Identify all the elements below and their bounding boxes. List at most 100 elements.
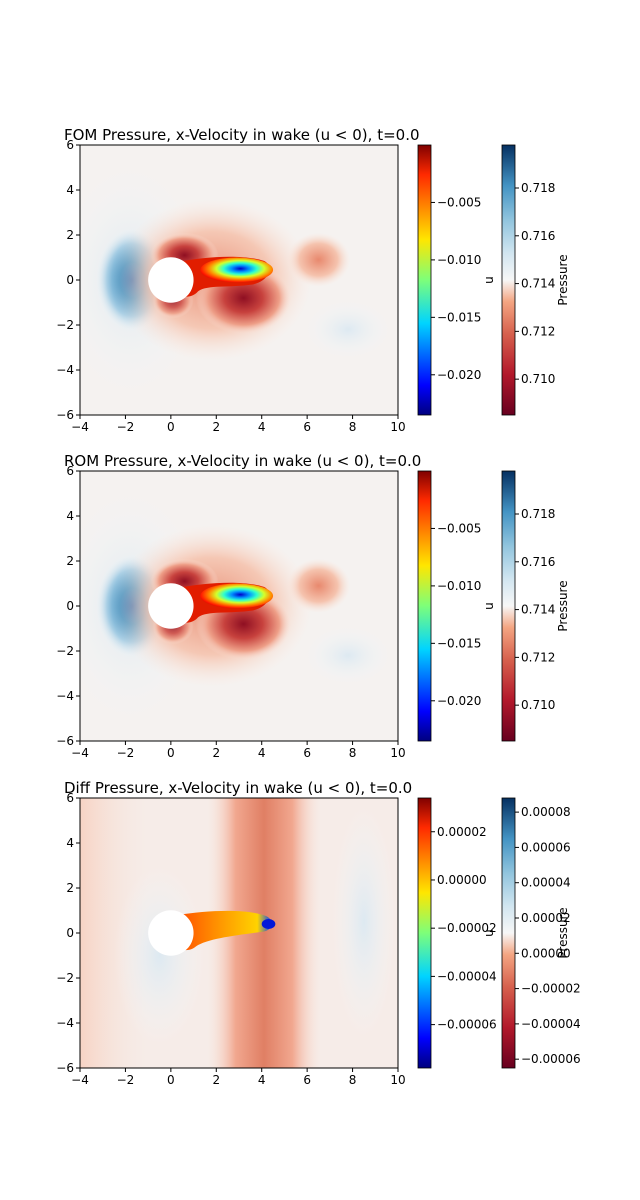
colorbar-tick-label: −0.015 (437, 636, 481, 650)
colorbar-tick-label: −0.010 (437, 579, 481, 593)
far-wake-region (286, 558, 351, 613)
colorbar-label: Pressure (556, 254, 570, 305)
colorbar-u: −0.005 −0.010 −0.015 −0.020 u (417, 144, 496, 416)
colorbar-tick-label: 0.00000 (521, 946, 571, 960)
colorbar-tick-label: −0.00002 (521, 982, 581, 996)
x-tick-label: 4 (258, 746, 266, 760)
colorbar-tick-label: −0.015 (437, 310, 481, 324)
y-tick-label: −2 (56, 318, 74, 332)
colorbar-label: u (482, 602, 496, 610)
colorbar-tick-label: −0.00006 (521, 1052, 581, 1066)
colorbar-tick-label: 0.00004 (521, 876, 571, 890)
x-tick-label: 8 (349, 746, 357, 760)
wake-core (261, 919, 276, 929)
colorbar-tick-label: 0.714 (521, 277, 555, 291)
colorbar-tick-label: 0.716 (521, 229, 555, 243)
x-tick-label: 0 (167, 1073, 175, 1087)
colorbar-frame (417, 470, 432, 742)
wake-core (200, 257, 274, 283)
colorbar-frame (417, 797, 432, 1069)
cylinder (148, 257, 194, 303)
colorbar-label: Pressure (556, 907, 570, 958)
negative-u-wake (175, 910, 272, 951)
x-tick-label: 8 (349, 420, 357, 434)
colorbar-gradient (502, 145, 515, 415)
colorbar-pressure: 0.718 0.716 0.714 0.712 0.710 Pressure (501, 144, 570, 416)
y-tick-label: 0 (66, 926, 74, 940)
colorbar-tick-label: 0.714 (521, 603, 555, 617)
colorbar-tick-label: −0.010 (437, 253, 481, 267)
x-tick-label: 2 (212, 746, 220, 760)
colorbar-frame (417, 144, 432, 416)
left-light-band (114, 865, 205, 1046)
x-tick-label: 0 (167, 746, 175, 760)
pressure-field (80, 471, 398, 741)
far-wake-light-region (304, 626, 392, 685)
x-tick-label: 4 (258, 1073, 266, 1087)
y-tick-label: 6 (66, 464, 74, 478)
y-tick-label: −4 (56, 689, 74, 703)
y-tick-label: 6 (66, 138, 74, 152)
far-wake-light-region (304, 300, 392, 359)
colorbar-gradient (502, 471, 515, 741)
colorbar-gradient (502, 798, 515, 1068)
colorbar-tick-label: −0.00004 (437, 969, 497, 983)
x-tick-label: −4 (71, 420, 89, 434)
colorbar-tick-label: 0.718 (521, 181, 555, 195)
chart-panel-2: ROM Pressure, x-Velocity in wake (u < 0)… (56, 452, 570, 760)
x-tick-label: 0 (167, 420, 175, 434)
x-tick-label: 10 (390, 420, 405, 434)
colorbar-tick-label: 0.712 (521, 324, 555, 338)
y-tick-label: 4 (66, 836, 74, 850)
y-tick-label: −6 (56, 1061, 74, 1075)
colorbar-tick-label: 0.718 (521, 507, 555, 521)
y-tick-label: 6 (66, 791, 74, 805)
y-tick-label: −6 (56, 734, 74, 748)
pressure-field (80, 145, 398, 415)
right-light-band (332, 804, 396, 1039)
colorbar-gradient (418, 798, 431, 1068)
colorbar-tick-label: −0.020 (437, 368, 481, 382)
colorbar-pressure: 0.718 0.716 0.714 0.712 0.710 Pressure (501, 470, 570, 742)
colorbar-frame (501, 470, 516, 742)
colorbar-label: Pressure (556, 580, 570, 631)
colorbar-tick-label: −0.00004 (521, 1017, 581, 1031)
y-tick-label: −2 (56, 971, 74, 985)
colorbar-frame (501, 797, 516, 1069)
colorbar-tick-label: 0.712 (521, 650, 555, 664)
colorbar-tick-label: 0.00008 (521, 805, 571, 819)
colorbar-pressure: 0.00008 0.00006 0.00004 0.00002 0.00000 −0.00… (501, 797, 581, 1069)
wake-core (200, 583, 274, 609)
colorbar-tick-label: −0.00002 (437, 921, 497, 935)
y-tick-label: −4 (56, 363, 74, 377)
colorbar-gradient (418, 145, 431, 415)
colorbar-frame (501, 144, 516, 416)
y-tick-label: 4 (66, 509, 74, 523)
colorbar-tick-label: 0.00006 (521, 840, 571, 854)
y-tick-label: 2 (66, 881, 74, 895)
cylinder (148, 910, 194, 956)
y-tick-label: −2 (56, 644, 74, 658)
colorbar-tick-label: 0.710 (521, 372, 555, 386)
pressure-field (80, 798, 398, 1068)
y-tick-label: 0 (66, 599, 74, 613)
x-tick-label: 6 (303, 746, 311, 760)
colorbar-tick-label: −0.005 (437, 521, 481, 535)
colorbar-tick-label: −0.00006 (437, 1018, 497, 1032)
colorbar-tick-label: −0.020 (437, 694, 481, 708)
x-tick-label: 2 (212, 420, 220, 434)
colorbar-label: u (482, 276, 496, 284)
colorbar-tick-label: 0.00002 (437, 825, 487, 839)
x-tick-label: 8 (349, 1073, 357, 1087)
colorbar-label: u (482, 929, 496, 937)
chart-title: Diff Pressure, x-Velocity in wake (u < 0… (64, 779, 412, 797)
colorbar-gradient (418, 471, 431, 741)
x-tick-label: −4 (71, 1073, 89, 1087)
x-tick-label: 6 (303, 1073, 311, 1087)
y-tick-label: 2 (66, 554, 74, 568)
y-tick-label: 4 (66, 183, 74, 197)
x-tick-label: 10 (390, 1073, 405, 1087)
cylinder (148, 583, 194, 629)
x-tick-label: −2 (117, 1073, 135, 1087)
